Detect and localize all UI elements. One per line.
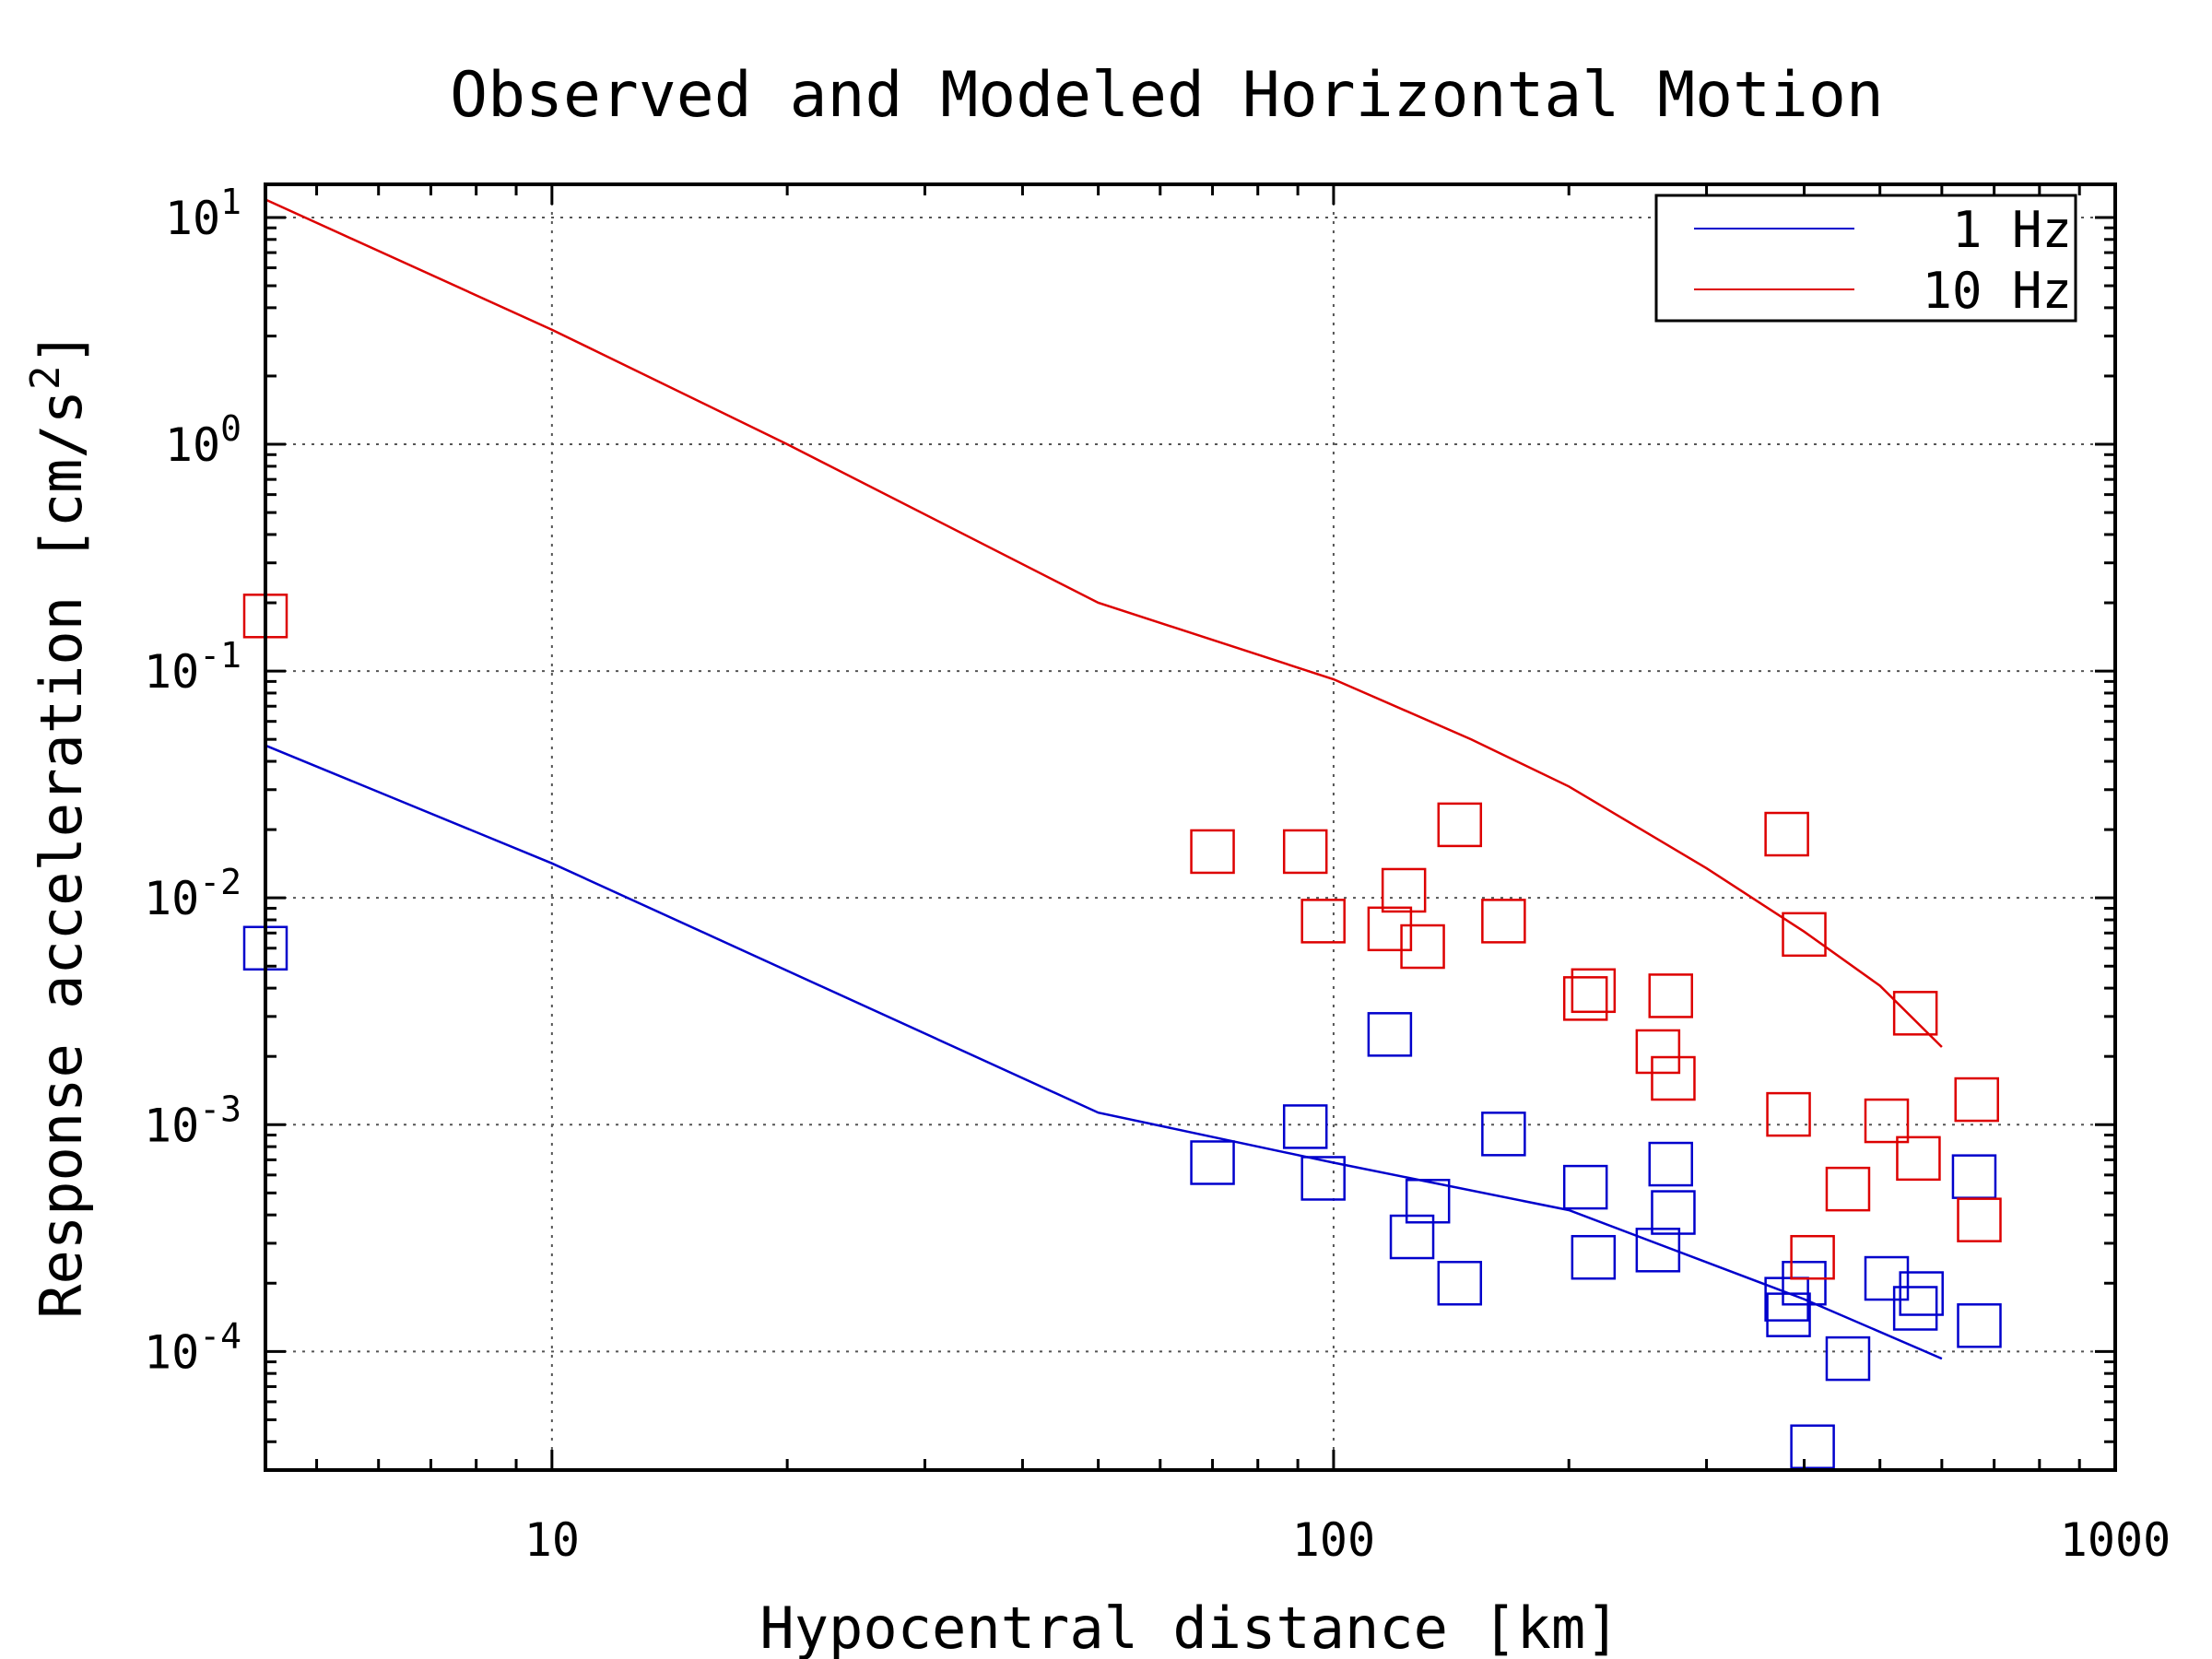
tick-labels: 10 100 1000 101 100 10-1 10-2 10-3 10-4 bbox=[144, 182, 2171, 1567]
observed-marker-10hz bbox=[1957, 1197, 2002, 1242]
observed-marker-10hz bbox=[1892, 991, 1938, 1036]
observed-marker-10hz bbox=[1766, 1091, 1811, 1137]
observed-marker-10hz bbox=[1782, 912, 1827, 958]
observed-marker-1hz bbox=[1282, 1104, 1328, 1149]
observed-marker-10hz bbox=[1481, 899, 1526, 944]
y-axis-label: Response acceleration [cm/s2] bbox=[22, 331, 95, 1319]
observed-marker-1hz bbox=[1782, 1261, 1827, 1306]
observed-marker-10hz bbox=[1437, 802, 1483, 848]
observed-marker-1hz bbox=[1389, 1214, 1435, 1260]
x-axis-label: Hypocentral distance [km] bbox=[759, 1594, 1619, 1659]
observed-marker-10hz bbox=[1571, 968, 1617, 1014]
observed-marker-1hz bbox=[1892, 1286, 1938, 1331]
observed-marker-1hz bbox=[1957, 1303, 2002, 1348]
y-tick-label-1: 101 bbox=[165, 182, 241, 245]
grid-lines bbox=[265, 184, 2115, 1470]
observed-marker-1hz bbox=[1651, 1190, 1696, 1235]
x-tick-label-10: 10 bbox=[524, 1513, 580, 1567]
observed-marker-10hz bbox=[1381, 867, 1427, 913]
y-tick-label-0: 100 bbox=[165, 408, 241, 472]
legend-label-1hz: 1 Hz bbox=[1952, 201, 2072, 259]
observed-marker-1hz bbox=[1367, 1012, 1413, 1057]
observed-marker-10hz bbox=[1282, 829, 1328, 875]
observed-marker-1hz bbox=[1437, 1261, 1483, 1306]
observed-marker-1hz bbox=[1405, 1178, 1451, 1224]
observed-marker-1hz bbox=[1825, 1335, 1871, 1382]
observed-marker-10hz bbox=[1864, 1098, 1910, 1144]
x-tick-label-100: 100 bbox=[1292, 1513, 1375, 1567]
x-tick-label-1000: 1000 bbox=[2060, 1513, 2171, 1567]
observed-marker-1hz bbox=[1864, 1255, 1910, 1301]
y-tick-label--2: 10-2 bbox=[144, 862, 241, 925]
observed-marker-10hz bbox=[1562, 976, 1608, 1021]
observed-marker-10hz bbox=[1790, 1234, 1835, 1280]
observed-marker-1hz bbox=[1648, 1141, 1694, 1187]
y-tick-label--3: 10-3 bbox=[144, 1088, 241, 1152]
y-tick-label--4: 10-4 bbox=[144, 1315, 241, 1379]
y-axis-label-main: Response acceleration [cm/s bbox=[28, 390, 95, 1319]
observed-marker-1hz bbox=[1899, 1271, 1944, 1316]
observed-marker-10hz bbox=[1635, 1029, 1681, 1075]
observed-marker-1hz bbox=[1764, 1277, 1809, 1322]
observed-marker-10hz bbox=[1400, 924, 1445, 970]
legend: 1 Hz 10 Hz bbox=[1654, 194, 2077, 323]
observed-marker-10hz bbox=[1648, 973, 1694, 1018]
y-axis-label-close: ] bbox=[28, 331, 95, 365]
observed-marker-10hz bbox=[1896, 1135, 1941, 1182]
observed-marker-1hz bbox=[1951, 1154, 1997, 1199]
observed-marker-10hz bbox=[1825, 1166, 1871, 1212]
plot-frame bbox=[264, 182, 2117, 1472]
observed-marker-1hz bbox=[1481, 1112, 1526, 1157]
legend-label-10hz: 10 Hz bbox=[1922, 262, 2072, 320]
observed-marker-10hz bbox=[1954, 1077, 1999, 1123]
plot-series bbox=[242, 198, 2002, 1469]
observed-marker-10hz bbox=[1190, 829, 1235, 875]
observed-marker-1hz bbox=[1300, 1156, 1346, 1201]
axis-ticks bbox=[265, 184, 2117, 1472]
legend-box bbox=[1654, 194, 2077, 323]
model-line-10hz bbox=[265, 198, 1943, 1048]
model-line-1hz bbox=[265, 744, 1943, 1360]
observed-marker-10hz bbox=[1300, 899, 1346, 944]
observed-marker-1hz bbox=[1766, 1292, 1811, 1337]
observed-marker-1hz bbox=[1790, 1424, 1835, 1469]
observed-marker-1hz bbox=[1190, 1140, 1235, 1185]
y-axis-label-superscript: 2 bbox=[22, 365, 69, 390]
observed-marker-1hz bbox=[1562, 1164, 1608, 1210]
observed-marker-10hz bbox=[1764, 811, 1809, 857]
chart-title: Observed and Modeled Horizontal Motion bbox=[450, 59, 1884, 132]
observed-marker-1hz bbox=[1635, 1228, 1681, 1273]
y-tick-label--1: 10-1 bbox=[144, 635, 241, 699]
observed-marker-10hz bbox=[1651, 1055, 1696, 1101]
observed-marker-1hz bbox=[1571, 1234, 1617, 1280]
observed-marker-10hz bbox=[1367, 906, 1413, 952]
